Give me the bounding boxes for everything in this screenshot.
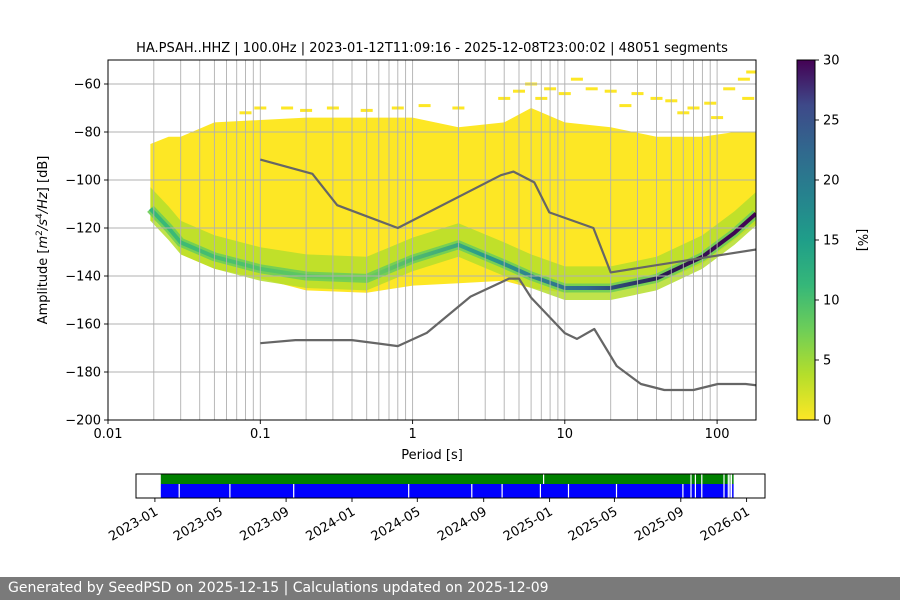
y-label-part: 4 xyxy=(35,213,45,219)
timeline-bar-processed xyxy=(160,474,734,484)
y-axis-label: Amplitude [m2/s4/Hz] [dB] xyxy=(35,156,51,325)
timeline-gap xyxy=(229,484,231,498)
x-axis: 0.01 0.1 1 10 100 xyxy=(94,420,730,442)
noise-model-curves xyxy=(260,158,756,392)
timeline-gap xyxy=(690,484,692,498)
colorbar-tick-label: 10 xyxy=(823,294,840,309)
timeline-gap xyxy=(729,484,731,498)
timeline-tick-label: 2024-09 xyxy=(435,504,490,544)
timeline-gap xyxy=(567,484,570,498)
x-tick-label: 100 xyxy=(705,427,730,442)
timeline-gap xyxy=(729,474,731,484)
timeline-gap xyxy=(293,484,295,498)
y-tick-label: −140 xyxy=(65,270,101,285)
timeline-tick-label: 2025-01 xyxy=(501,504,556,544)
timeline-tick-label: 2025-09 xyxy=(632,504,687,544)
timeline-tick-label: 2024-05 xyxy=(369,504,424,544)
timeline-tick-label: 2025-05 xyxy=(566,504,621,544)
psd-sparse-cell xyxy=(723,87,736,91)
y-tick-label: −100 xyxy=(65,174,101,189)
timeline-gap xyxy=(539,484,541,498)
y-label-part: / xyxy=(36,207,51,214)
colorbar: 0 5 10 15 20 25 30 [%] xyxy=(796,54,869,429)
x-tick-label: 1 xyxy=(408,427,416,442)
timeline-gap xyxy=(701,474,703,484)
psd-sparse-cell xyxy=(737,77,750,81)
timeline-panel: 2023-01 2023-05 2023-09 2024-01 2024-05 2024-… xyxy=(106,473,766,545)
timeline-gap xyxy=(694,484,696,498)
y-tick-label: −60 xyxy=(74,78,101,93)
timeline-gap xyxy=(730,484,733,498)
timeline-gap xyxy=(723,484,725,498)
timeline-frame xyxy=(135,473,766,499)
timeline-gap xyxy=(408,484,410,498)
timeline-gap xyxy=(694,474,696,484)
y-label-part: s xyxy=(36,219,51,226)
timeline-tick-label: 2023-09 xyxy=(238,504,293,544)
y-tick-label: −180 xyxy=(65,366,101,381)
x-tick-label: 0.01 xyxy=(94,427,123,442)
colorbar-tick-label: 15 xyxy=(823,234,840,249)
y-tick-label: −120 xyxy=(65,222,101,237)
timeline-gap xyxy=(727,474,729,484)
psd-sparse-cell xyxy=(418,104,431,108)
timeline-tick-label: 2023-05 xyxy=(171,504,226,544)
timeline-gap xyxy=(543,474,545,484)
plot-grid xyxy=(108,60,756,421)
timeline-gap xyxy=(723,474,725,484)
noise-model-nlnm xyxy=(260,277,756,392)
y-tick-label: −200 xyxy=(65,414,101,429)
timeline-gap xyxy=(178,484,180,498)
timeline-gap xyxy=(701,484,703,498)
figure: HA.PSAH..HHZ | 100.0Hz | 2023-01-12T11:0… xyxy=(35,41,869,545)
footer-bar: Generated by SeedPSD on 2025-12-15 | Cal… xyxy=(0,577,900,600)
colorbar-label: [%] xyxy=(854,229,869,252)
psd-sparse-cell xyxy=(619,104,632,108)
y-label-part: Hz xyxy=(36,191,51,209)
timeline-tick-label: 2026-01 xyxy=(698,504,753,544)
colorbar-tick-label: 20 xyxy=(823,174,840,189)
y-label-part: m xyxy=(36,236,51,249)
colorbar-tick-label: 30 xyxy=(823,54,840,69)
timeline-gap xyxy=(730,474,733,484)
footer-text: Generated by SeedPSD on 2025-12-15 | Cal… xyxy=(8,580,549,596)
colorbar-tick-label: 5 xyxy=(823,354,831,369)
psd-sparse-cell xyxy=(746,70,756,74)
psd-sparse-cell xyxy=(742,96,755,100)
x-tick-label: 0.1 xyxy=(250,427,271,442)
x-tick-label: 10 xyxy=(557,427,574,442)
colorbar-tick-label: 25 xyxy=(823,114,840,129)
y-tick-label: −160 xyxy=(65,318,101,333)
colorbar-tick-label: 0 xyxy=(823,414,831,429)
plot-frame xyxy=(107,59,757,421)
timeline-bar-available xyxy=(160,484,734,498)
timeline-axis: 2023-01 2023-05 2023-09 2024-01 2024-05 2024-… xyxy=(106,498,753,545)
y-axis: −60 −80 −100 −120 −140 −160 −180 −200 xyxy=(65,78,108,429)
timeline-gap xyxy=(501,484,503,498)
y-tick-label: −80 xyxy=(74,126,101,141)
psd-sparse-cell xyxy=(585,87,598,91)
timeline-gap xyxy=(682,484,684,498)
y-label-part: / xyxy=(36,224,51,231)
timeline-gap xyxy=(690,474,692,484)
chart-title: HA.PSAH..HHZ | 100.0Hz | 2023-01-12T11:0… xyxy=(136,41,728,56)
psd-plot-area: 0.01 0.1 1 10 100 −60 −80 −100 −120 −140 −160 −180… xyxy=(35,59,757,463)
timeline-tick-label: 2023-01 xyxy=(106,504,161,544)
timeline-bars xyxy=(160,474,734,498)
x-axis-label: Period [s] xyxy=(401,448,463,463)
colorbar-ticks: 0 5 10 15 20 25 30 xyxy=(815,54,840,429)
timeline-tick-label: 2024-01 xyxy=(303,504,358,544)
noise-model-nhnm xyxy=(260,158,756,274)
psd-sparse-cell xyxy=(281,106,294,110)
timeline-gap xyxy=(471,484,473,498)
colorbar-gradient xyxy=(796,59,816,421)
timeline-gap xyxy=(727,484,729,498)
y-label-part: ] [dB] xyxy=(36,156,51,193)
psd-sparse-cell xyxy=(570,77,583,81)
y-label-part: Amplitude [ xyxy=(36,249,51,325)
timeline-gap xyxy=(615,484,618,498)
y-label-part: 2 xyxy=(35,230,45,236)
